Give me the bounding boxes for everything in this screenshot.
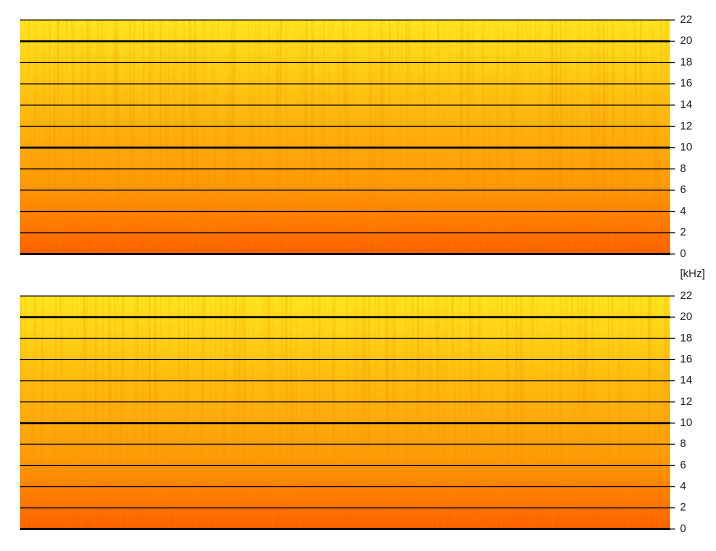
y-tick-label: 10 bbox=[680, 417, 692, 429]
y-tick-label: 14 bbox=[680, 375, 692, 387]
y-tick-label: 2 bbox=[680, 502, 686, 514]
y-tick-label: 4 bbox=[680, 205, 686, 217]
y-tick-label: 18 bbox=[680, 332, 692, 344]
y-tick-label: 12 bbox=[680, 120, 692, 132]
y-tick-label: 12 bbox=[680, 396, 692, 408]
y-tick-label: 6 bbox=[680, 459, 686, 471]
spectrogram-grain bbox=[20, 296, 670, 529]
y-tick-label: 0 bbox=[680, 248, 686, 260]
y-tick-label: 0 bbox=[680, 523, 686, 535]
y-tick-label: 22 bbox=[680, 290, 692, 302]
y-tick-label: 10 bbox=[680, 142, 692, 154]
y-tick-label: 8 bbox=[680, 438, 686, 450]
y-axis-label: [kHz] bbox=[680, 268, 705, 280]
y-tick-label: 20 bbox=[680, 311, 692, 323]
spectrogram-grain bbox=[20, 20, 670, 254]
y-tick-label: 14 bbox=[680, 99, 692, 111]
y-tick-label: 20 bbox=[680, 35, 692, 47]
y-tick-label: 22 bbox=[680, 14, 692, 26]
y-tick-label: 16 bbox=[680, 78, 692, 90]
y-tick-label: 2 bbox=[680, 227, 686, 239]
y-tick-label: 18 bbox=[680, 56, 692, 68]
y-tick-label: 16 bbox=[680, 353, 692, 365]
y-tick-label: 8 bbox=[680, 163, 686, 175]
y-tick-label: 6 bbox=[680, 184, 686, 196]
y-tick-label: 4 bbox=[680, 481, 686, 493]
